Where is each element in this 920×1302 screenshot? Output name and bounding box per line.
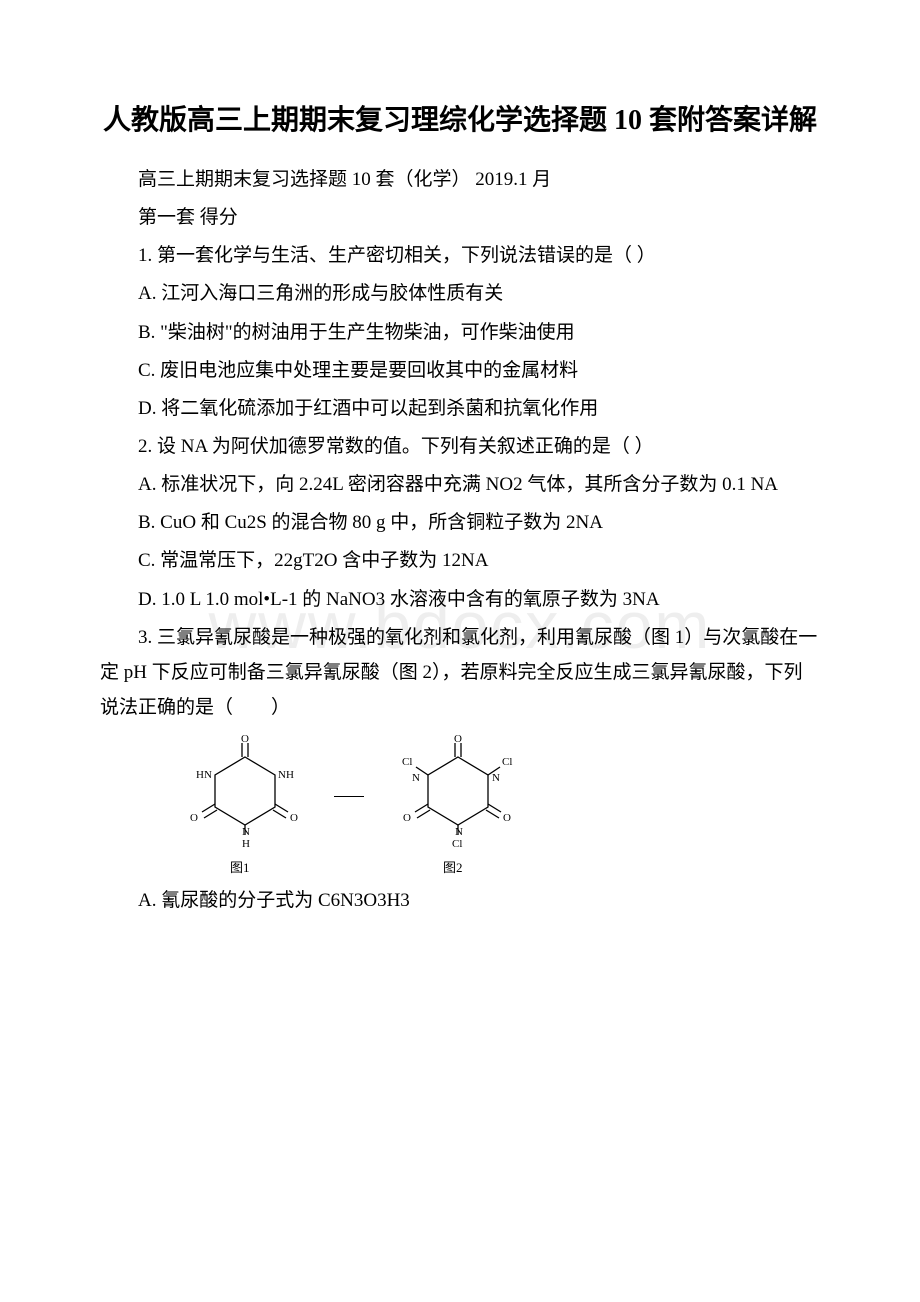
fig1-H-bottom: H [242,838,250,850]
question-1-optC: C. 废旧电池应集中处理主要是要回收其中的金属材料 [100,353,820,388]
fig1-O-right: O [290,812,298,824]
meta-line-2: 第一套 得分 [100,200,820,235]
fig2-N-bottom: N [455,826,463,838]
question-2-optC: C. 常温常压下，22gT2O 含中子数为 12NA [100,543,820,578]
figure-1: O HN NH O O N H 图1 [180,735,310,877]
question-2-optA: A. 标准状况下，向 2.24L 密闭容器中充满 NO2 气体，其所含分子数为 … [100,467,820,502]
question-2-optB: B. CuO 和 Cu2S 的混合物 80 g 中，所含铜粒子数为 2NA [100,505,820,540]
fig2-Cl-right: Cl [502,756,512,768]
fig2-O-right: O [503,812,511,824]
document-content: 人教版高三上期期末复习理综化学选择题 10 套附答案详解 高三上期期末复习选择题… [100,100,820,918]
figure-2-caption: 图2 [388,860,528,877]
question-1-optD: D. 将二氧化硫添加于红酒中可以起到杀菌和抗氧化作用 [100,391,820,426]
fig2-Cl-left: Cl [402,756,412,768]
fig2-Cl-bottom: Cl [452,838,462,850]
figure-2: O Cl Cl N N O O N Cl 图2 [388,735,528,877]
question-3-optA: A. 氰尿酸的分子式为 C6N3O3H3 [100,883,820,918]
fig1-N-bottom: N [242,826,250,838]
fig1-HN-left: HN [196,769,212,781]
question-2-optD: D. 1.0 L 1.0 mol•L-1 的 NaNO3 水溶液中含有的氧原子数… [100,582,820,617]
question-3-stem: 3. 三氯异氰尿酸是一种极强的氧化剂和氯化剂，利用氰尿酸（图 1）与次氯酸在一定… [100,620,820,725]
question-1-optA: A. 江河入海口三角洲的形成与胶体性质有关 [100,276,820,311]
fig2-N-right: N [492,772,500,784]
document-title: 人教版高三上期期末复习理综化学选择题 10 套附答案详解 [100,100,820,142]
fig2-O-left: O [403,812,411,824]
meta-line-1: 高三上期期末复习选择题 10 套（化学） 2019.1 月 [100,162,820,197]
question-1-optB: B. "柴油树"的树油用于生产生物柴油，可作柴油使用 [100,315,820,350]
fig2-N-left: N [412,772,420,784]
figure-separator [334,796,364,797]
fig1-O-left: O [190,812,198,824]
fig2-O-top: O [454,735,462,745]
question-2-stem: 2. 设 NA 为阿伏加德罗常数的值。下列有关叙述正确的是（ ） [100,429,820,464]
figure-block: O HN NH O O N H 图1 [100,735,820,877]
fig1-NH-right: NH [278,769,294,781]
figure-1-caption: 图1 [180,860,310,877]
fig1-O-top: O [241,735,249,745]
question-1-stem: 1. 第一套化学与生活、生产密切相关，下列说法错误的是（ ） [100,238,820,273]
